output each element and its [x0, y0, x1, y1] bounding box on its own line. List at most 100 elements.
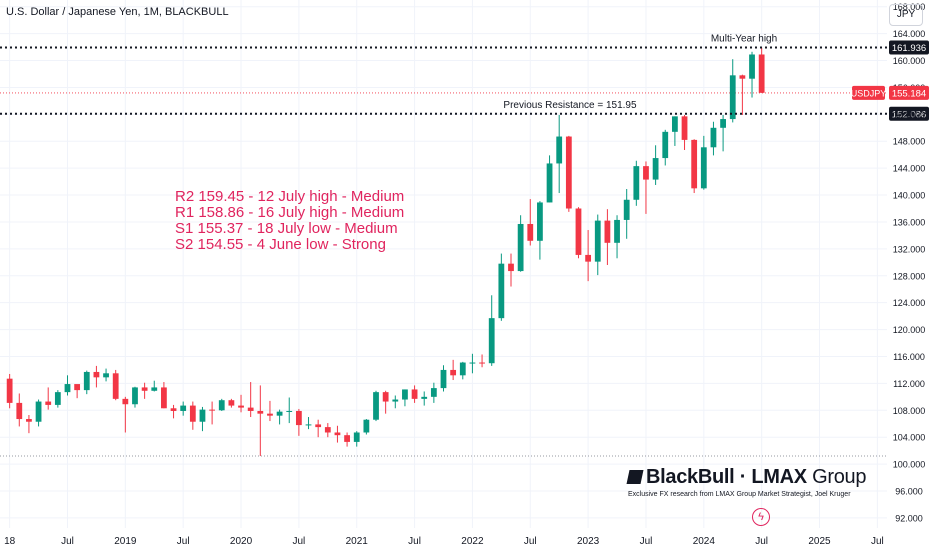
key-level-label: 152.086: [892, 109, 926, 120]
candle-body: [604, 220, 611, 243]
y-tick-label: 148.000: [893, 137, 926, 147]
x-tick-label: Jul: [640, 536, 653, 547]
candle-body: [344, 435, 350, 442]
candle-body: [749, 54, 755, 79]
candle-body: [450, 369, 457, 376]
candle-body: [6, 378, 13, 403]
key-level-label-bg: [889, 106, 929, 121]
x-tick-label: 2021: [346, 536, 369, 547]
candle-body: [681, 116, 688, 140]
x-tick-label: Jul: [61, 536, 74, 547]
candle-body: [739, 75, 746, 79]
candle-body: [103, 373, 109, 378]
candle-body: [517, 223, 524, 272]
candle-body: [643, 166, 649, 180]
x-tick-label: Jul: [524, 536, 537, 547]
x-tick-label: Jul: [755, 536, 768, 547]
candle-body: [720, 119, 726, 128]
price-symbol-label: USDJPY: [851, 88, 887, 98]
level-s1: S1 155.37 - 18 July low - Medium: [175, 220, 398, 237]
key-level-annotation: Multi-Year high: [711, 34, 777, 45]
candle-body: [671, 116, 678, 132]
candle-body: [257, 410, 264, 414]
tradingview-logo-icon[interactable]: ϟ: [752, 508, 770, 526]
candle-body: [402, 389, 408, 400]
x-tick-label: Jul: [177, 536, 190, 547]
brand-name: BlackBull: [646, 466, 735, 488]
candle-body: [710, 127, 717, 148]
x-tick-label: 18: [4, 536, 16, 547]
y-tick-label: 160.000: [893, 56, 926, 66]
x-tick-label: Jul: [871, 536, 884, 547]
level-s2: S2 154.55 - 4 June low - Strong: [175, 236, 386, 253]
candle-body: [276, 411, 283, 416]
brand-separator: ·: [739, 466, 747, 488]
y-tick-label: 120.000: [893, 325, 926, 335]
candle-body: [652, 158, 659, 180]
candle-body: [556, 136, 563, 164]
candle-body: [373, 392, 379, 420]
candle-body: [537, 202, 543, 241]
candle-body: [508, 263, 514, 272]
candle-body: [180, 405, 187, 411]
y-tick-label: 152.000: [893, 110, 926, 120]
y-tick-label: 112.000: [893, 379, 925, 389]
candle-body: [758, 54, 765, 93]
candle-body: [54, 392, 61, 405]
candle-body: [141, 387, 148, 391]
candle-body: [623, 199, 630, 220]
chart-title: U.S. Dollar / Japanese Yen, 1M, BLACKBUL…: [6, 6, 229, 18]
candle-body: [189, 405, 196, 422]
candle-body: [479, 362, 485, 364]
candle-body: [421, 396, 428, 399]
candle-body: [633, 166, 640, 200]
candle-body: [238, 405, 244, 408]
candle-body: [267, 413, 273, 416]
y-tick-label: 144.000: [893, 164, 926, 174]
key-level-label: 161.936: [892, 43, 926, 54]
candle-body: [614, 219, 620, 243]
y-tick-label: 124.000: [893, 298, 926, 308]
price-symbol-bg: [852, 85, 885, 100]
candle-body: [26, 419, 32, 422]
candle-body: [122, 398, 129, 405]
price-value-label: 155.184: [892, 88, 926, 99]
candle-body: [151, 387, 158, 391]
candle-body: [691, 139, 698, 189]
x-tick-label: 2022: [461, 536, 484, 547]
y-tick-label: 92.000: [895, 513, 923, 523]
level-r2: R2 159.45 - 12 July high - Medium: [175, 188, 405, 205]
candle-body: [199, 409, 206, 422]
candle-body: [662, 131, 669, 159]
candle-body: [45, 401, 52, 405]
candle-body: [334, 432, 341, 436]
key-level-label-bg: [889, 40, 929, 55]
brand-watermark: BlackBull · LMAX Group Exclusive FX rese…: [626, 466, 866, 498]
candle-body: [729, 75, 736, 120]
candle-body: [93, 371, 100, 378]
candle-body: [286, 410, 293, 412]
currency-button[interactable]: JPY: [889, 4, 923, 26]
y-tick-label: 132.000: [893, 244, 926, 254]
brand-logo: BlackBull · LMAX Group: [626, 466, 866, 489]
candle-body: [382, 392, 389, 402]
candle-body: [170, 408, 177, 411]
candle-body: [247, 407, 254, 411]
candle-body: [132, 387, 138, 405]
candle-body: [353, 432, 360, 442]
y-tick-label: 164.000: [893, 29, 926, 39]
candle-body: [469, 362, 476, 364]
candle-body: [585, 254, 592, 262]
candle-body: [295, 410, 302, 426]
candle-body: [527, 223, 534, 241]
candle-body: [488, 318, 495, 364]
y-tick-label: 96.000: [895, 487, 923, 497]
candle-body: [16, 402, 23, 420]
level-r1: R1 158.86 - 16 July high - Medium: [175, 204, 405, 221]
x-tick-label: 2019: [114, 536, 137, 547]
candle-body: [112, 373, 119, 399]
key-level-annotation: Previous Resistance = 151.95: [503, 100, 637, 111]
y-tick-label: 100.000: [893, 460, 926, 470]
y-tick-label: 136.000: [893, 217, 926, 227]
